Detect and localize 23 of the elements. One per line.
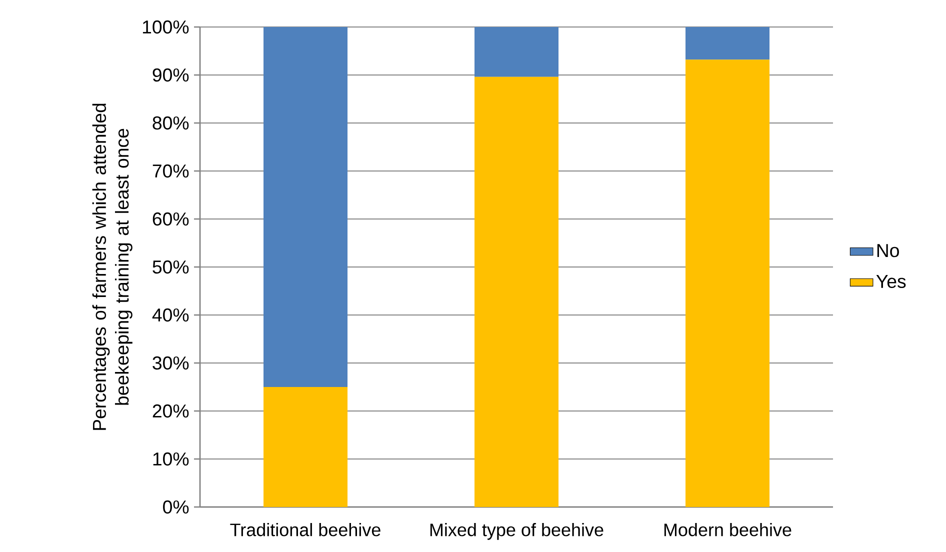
- y-tick-label: 10%: [153, 452, 189, 466]
- y-tick-label: 90%: [152, 68, 189, 82]
- bar: [474, 76, 558, 507]
- y-tick-label: 30%: [152, 356, 189, 370]
- x-tick-label: Traditional beehive: [230, 523, 380, 536]
- bar: [686, 26, 770, 60]
- bar: [264, 26, 348, 387]
- y-tick-label: 70%: [152, 164, 189, 178]
- legend-label: No: [877, 244, 899, 258]
- y-tick-label: 100%: [142, 20, 189, 34]
- x-tick-label: Mixed type of beehive: [430, 523, 604, 540]
- legend-label: Yes: [876, 274, 906, 288]
- bar: [264, 386, 348, 507]
- y-axis-title: Percentages of farmers which attended beekeeping training at least once: [92, 104, 132, 430]
- y-tick-label: 60%: [152, 212, 189, 226]
- y-tick-label: 20%: [152, 404, 189, 418]
- y-tick-label: 0%: [163, 500, 189, 514]
- y-tick-label: 50%: [152, 260, 189, 274]
- bar: [686, 60, 770, 507]
- bar: [474, 26, 558, 77]
- x-tick-label: Modern beehive: [664, 523, 792, 536]
- y-tick-label: 80%: [152, 116, 189, 130]
- y-tick-label: 40%: [152, 308, 189, 322]
